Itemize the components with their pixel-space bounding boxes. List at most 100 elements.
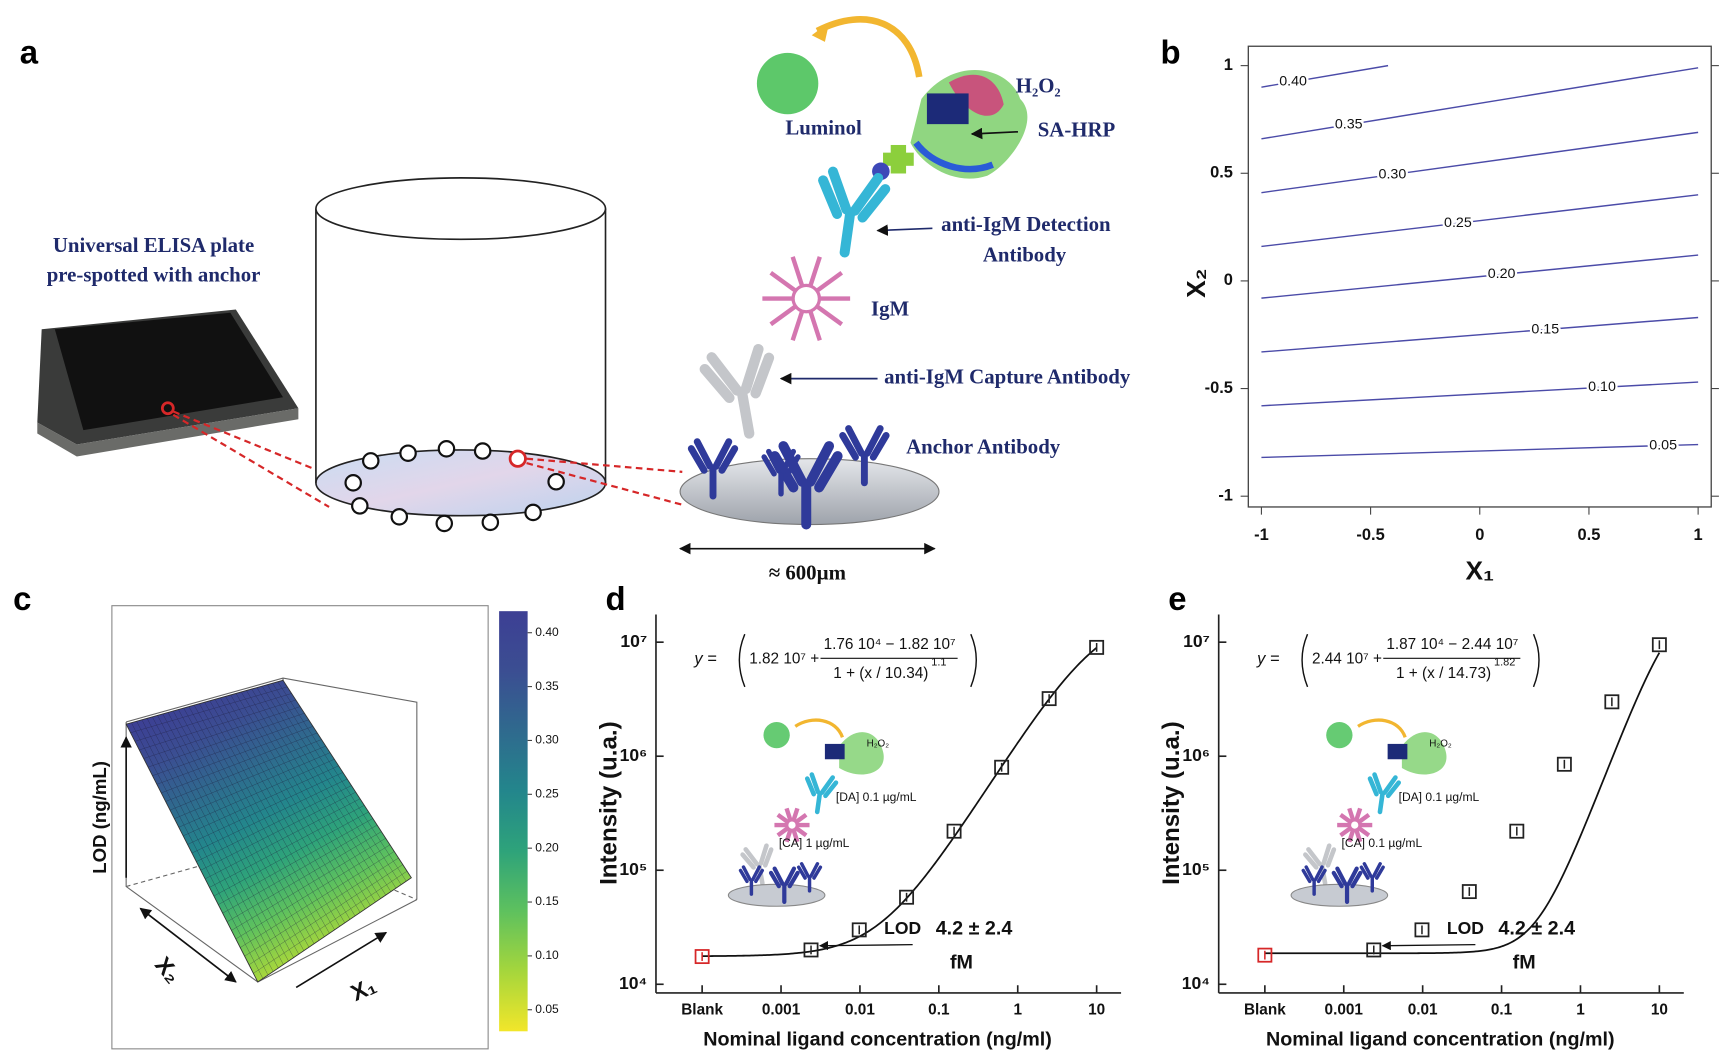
reaction-arrow bbox=[815, 16, 923, 78]
diagram: Universal ELISA plate pre-spotted with a… bbox=[37, 16, 1131, 585]
contour-label: 0.25 bbox=[1444, 215, 1472, 231]
contour-line bbox=[1261, 443, 1699, 459]
contour-line bbox=[1261, 316, 1699, 353]
data-point bbox=[1556, 756, 1572, 772]
equation-paren bbox=[970, 633, 977, 688]
y-tick-label: 10⁶ bbox=[1182, 745, 1210, 765]
antibody-arm bbox=[787, 870, 800, 889]
data-point bbox=[994, 759, 1010, 775]
equation: 1.1 bbox=[931, 657, 946, 669]
x-tick-label: Blank bbox=[1244, 1002, 1286, 1019]
anchor-label: Anchor Antibody bbox=[906, 435, 1061, 459]
antibody-arm bbox=[1346, 866, 1359, 886]
y-tick-label: 10⁶ bbox=[620, 745, 648, 765]
equation: y = bbox=[693, 650, 717, 668]
colorbar-tick-label: 0.20 bbox=[535, 840, 559, 854]
equation-paren bbox=[738, 633, 746, 688]
equation: 1.87 10⁴ − 2.44 10⁷ bbox=[1386, 636, 1518, 653]
mesh-line bbox=[267, 684, 397, 889]
antibody-arm bbox=[706, 352, 743, 396]
antibody-arm bbox=[1385, 780, 1401, 799]
antibody-arm bbox=[796, 865, 807, 880]
antibody-arm bbox=[766, 448, 782, 474]
sa-hrp-label: SA-HRP bbox=[1038, 118, 1116, 142]
y-tick-label: -1 bbox=[1218, 487, 1233, 505]
z-axis-title: LOD (ng/mL) bbox=[89, 761, 110, 874]
panel-label: d bbox=[606, 580, 626, 617]
x-tick-label: 0.01 bbox=[1408, 1002, 1438, 1019]
antibody-stem bbox=[736, 387, 755, 439]
antibody-arm bbox=[1335, 866, 1348, 886]
x-axis-title: Nominal ligand concentration (ng/ml) bbox=[703, 1028, 1052, 1050]
connector bbox=[526, 462, 683, 506]
antibody-arm bbox=[772, 866, 785, 886]
antibody-arm bbox=[712, 438, 733, 470]
x-axis-title: X₁ bbox=[1466, 556, 1494, 586]
luminol-glow bbox=[756, 52, 819, 115]
antibody-arm bbox=[718, 445, 739, 474]
mesh-line bbox=[277, 681, 407, 882]
antibody-arm bbox=[751, 865, 762, 882]
data-point bbox=[1651, 637, 1667, 653]
antibody-arm bbox=[1313, 865, 1324, 882]
antibody-arm bbox=[804, 776, 817, 797]
antibody bbox=[1301, 865, 1327, 896]
data-point bbox=[1509, 823, 1525, 839]
x-axis-title: Nominal ligand concentration (ng/ml) bbox=[1266, 1028, 1615, 1050]
panel-label: c bbox=[13, 580, 31, 617]
antibody-arm bbox=[785, 454, 801, 477]
pointer bbox=[970, 127, 1018, 140]
antibody-arm bbox=[780, 448, 796, 474]
mesh-line bbox=[240, 851, 395, 948]
antibody-arm bbox=[809, 862, 820, 878]
antibody-arm bbox=[1316, 868, 1327, 884]
antibody-arm bbox=[1372, 772, 1384, 795]
antibody-arm bbox=[814, 451, 843, 493]
x-tick-label: 0.1 bbox=[1491, 1002, 1513, 1019]
antibody-arm bbox=[819, 775, 835, 795]
antibody-arm bbox=[863, 425, 884, 457]
antibody-arm bbox=[1304, 865, 1315, 882]
antibody bbox=[699, 343, 775, 439]
streptavidin bbox=[926, 93, 969, 125]
y-tick-label: 0 bbox=[1224, 271, 1233, 289]
detection-label: anti-IgM Detection bbox=[941, 212, 1111, 236]
antibody-arm bbox=[827, 166, 852, 215]
contour-label: 0.35 bbox=[1335, 116, 1363, 132]
contour-line bbox=[1261, 64, 1389, 88]
antibody-arm bbox=[1382, 775, 1398, 795]
antibody-arm bbox=[1350, 870, 1363, 889]
plate-wells bbox=[54, 312, 284, 431]
antibody bbox=[687, 438, 739, 500]
colorbar-tick-label: 0.10 bbox=[535, 948, 559, 962]
y-tick-label: 0.5 bbox=[1210, 164, 1233, 182]
colorbar-tick-label: 0.05 bbox=[535, 1002, 559, 1016]
antibody-arm bbox=[818, 175, 843, 219]
contour-label: 0.10 bbox=[1588, 379, 1616, 395]
equation: 1.82 bbox=[1494, 657, 1515, 669]
y-axis-title: Intensity (u.a.) bbox=[1158, 721, 1185, 885]
contour-line bbox=[1261, 67, 1699, 140]
data-point bbox=[851, 922, 867, 938]
x-tick-label: -0.5 bbox=[1356, 526, 1384, 544]
x-tick-label: 0.001 bbox=[1325, 1002, 1364, 1019]
antibody bbox=[768, 866, 800, 904]
mesh-line bbox=[244, 857, 399, 957]
lod-arrow bbox=[1381, 941, 1476, 951]
contour-line bbox=[1261, 254, 1699, 299]
equation: 1 + (x / 14.73) bbox=[1396, 665, 1491, 682]
igm-core bbox=[785, 818, 799, 832]
equation-paren bbox=[1301, 633, 1309, 688]
contour-label: 0.40 bbox=[1279, 74, 1307, 90]
antibody-arm bbox=[823, 780, 839, 799]
panel-label: a bbox=[20, 34, 39, 71]
inset-arrow bbox=[794, 718, 844, 739]
antibody-arm bbox=[740, 343, 764, 395]
antibody-arm bbox=[741, 865, 752, 882]
inset-label: [CA] 1 µg/mL bbox=[779, 836, 850, 850]
pointer bbox=[876, 224, 933, 236]
mesh-line bbox=[248, 864, 403, 965]
antibody-arm bbox=[805, 441, 835, 487]
